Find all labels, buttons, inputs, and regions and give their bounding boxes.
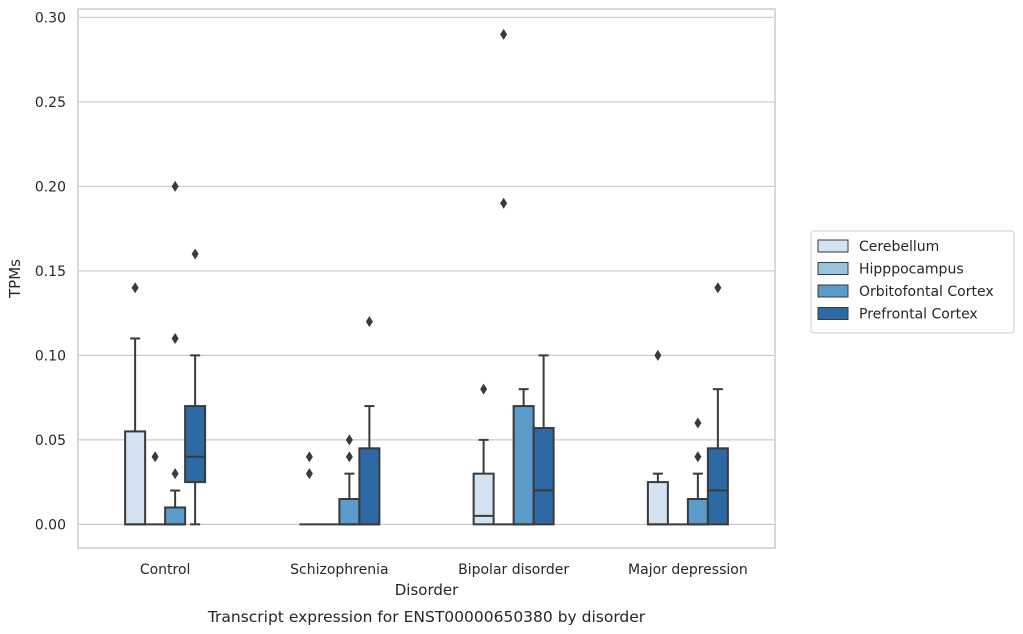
box-group bbox=[686, 417, 709, 526]
outlier-point bbox=[654, 349, 662, 361]
box-group bbox=[338, 434, 361, 526]
box bbox=[164, 506, 187, 526]
y-tick-labels: 0.00 0.05 0.10 0.15 0.20 0.25 0.30 bbox=[35, 10, 66, 533]
outlier-point bbox=[694, 417, 702, 429]
outlier-point bbox=[171, 468, 179, 480]
y-tick-label: 0.20 bbox=[35, 179, 66, 195]
box-group bbox=[145, 451, 166, 526]
x-tick-label: Major depression bbox=[628, 562, 748, 578]
box bbox=[184, 405, 207, 484]
box-group bbox=[493, 28, 514, 526]
y-tick-label: 0.30 bbox=[35, 10, 66, 26]
box bbox=[706, 447, 729, 526]
box bbox=[472, 472, 495, 526]
box-group bbox=[472, 383, 495, 526]
box bbox=[512, 405, 535, 526]
x-tick-label: Control bbox=[140, 562, 191, 578]
legend-swatch bbox=[817, 284, 849, 298]
box-group bbox=[124, 282, 147, 526]
outlier-point bbox=[480, 383, 488, 395]
outlier-point bbox=[171, 180, 179, 192]
box-group bbox=[646, 349, 669, 526]
outlier-point bbox=[305, 468, 313, 480]
box-group bbox=[358, 316, 381, 526]
outlier-point bbox=[191, 248, 199, 260]
box-group bbox=[706, 282, 729, 526]
x-axis-title: Disorder bbox=[395, 581, 459, 599]
legend-label: Cerebellum bbox=[859, 239, 939, 255]
legend-label: Orbitofontal Cortex bbox=[859, 284, 994, 300]
box-series-layer bbox=[124, 28, 729, 526]
outlier-point bbox=[694, 451, 702, 463]
outlier-point bbox=[345, 451, 353, 463]
grid-lines bbox=[78, 16, 775, 525]
box-group bbox=[184, 248, 207, 526]
box bbox=[646, 481, 669, 526]
y-tick-label: 0.05 bbox=[35, 433, 66, 449]
legend-label: Hipppocampus bbox=[859, 262, 964, 278]
y-tick-label: 0.15 bbox=[35, 264, 66, 280]
box-group bbox=[532, 354, 555, 526]
x-tick-label: Bipolar disorder bbox=[458, 562, 569, 578]
legend-label: Prefrontal Cortex bbox=[859, 307, 978, 323]
y-axis-title: TPMs bbox=[6, 259, 24, 299]
legend-swatch bbox=[817, 307, 849, 320]
x-tick-label: Schizophrenia bbox=[290, 562, 388, 578]
legend-swatch bbox=[817, 262, 849, 275]
y-tick-label: 0.10 bbox=[35, 348, 66, 364]
outlier-point bbox=[151, 451, 159, 463]
box bbox=[124, 430, 147, 526]
box-group bbox=[299, 451, 320, 526]
outlier-point bbox=[500, 28, 508, 40]
legend-frame bbox=[810, 230, 1015, 334]
outlier-point bbox=[714, 282, 722, 294]
box bbox=[532, 427, 555, 526]
box bbox=[358, 447, 381, 526]
box bbox=[338, 498, 361, 526]
outlier-point bbox=[365, 316, 373, 328]
box-group bbox=[512, 388, 535, 526]
box bbox=[686, 498, 709, 526]
outlier-point bbox=[131, 282, 139, 294]
x-tick-labels: Control Schizophrenia Bipolar disorder Majo… bbox=[140, 562, 748, 578]
outlier-point bbox=[305, 451, 313, 463]
outlier-point bbox=[171, 332, 179, 344]
legend-swatch bbox=[817, 239, 849, 253]
y-tick-label: 0.00 bbox=[35, 517, 66, 533]
outlier-point bbox=[345, 434, 353, 446]
plot-frame bbox=[77, 8, 776, 549]
y-tick-label: 0.25 bbox=[35, 95, 66, 111]
legend: Cerebellum Hipppocampus Orbitofontal Corte… bbox=[810, 230, 1015, 334]
box-group bbox=[164, 180, 187, 526]
outlier-point bbox=[500, 197, 508, 209]
chart-caption: Transcript expression for ENST0000065038… bbox=[207, 608, 646, 626]
